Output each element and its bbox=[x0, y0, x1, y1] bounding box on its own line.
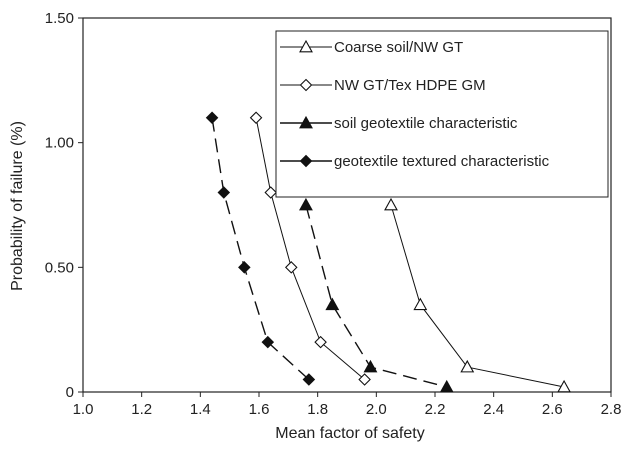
x-tick-label: 2.0 bbox=[366, 401, 387, 418]
legend-label: Coarse soil/NW GT bbox=[334, 39, 463, 56]
x-tick-label: 1.4 bbox=[190, 401, 211, 418]
y-tick-label: 0.50 bbox=[45, 259, 74, 276]
x-tick-label: 2.6 bbox=[542, 401, 563, 418]
series-3 bbox=[298, 197, 454, 393]
x-tick-label: 2.8 bbox=[601, 401, 622, 418]
series-line bbox=[305, 204, 447, 388]
triangle-marker bbox=[384, 197, 398, 211]
series-1 bbox=[384, 197, 572, 393]
diamond-marker bbox=[314, 335, 327, 349]
legend-label: NW GT/Tex HDPE GM bbox=[334, 77, 486, 94]
series-4 bbox=[205, 111, 316, 386]
triangle-marker bbox=[460, 359, 475, 373]
legend-entry: Coarse soil/NW GT bbox=[280, 39, 463, 56]
diamond-marker bbox=[205, 111, 219, 125]
legend-entry: soil geotextile characteristic bbox=[280, 115, 518, 132]
diamond-marker bbox=[261, 335, 275, 349]
triangle-marker bbox=[557, 379, 572, 393]
legend: Coarse soil/NW GT NW GT/Tex HDPE GM soil g… bbox=[275, 30, 609, 198]
series-group bbox=[205, 111, 572, 393]
x-tick-label: 1.0 bbox=[73, 401, 94, 418]
x-tick-label: 2.2 bbox=[425, 401, 446, 418]
y-tick-label: 1.50 bbox=[45, 10, 74, 27]
diamond-marker bbox=[358, 373, 371, 386]
x-tick-label: 1.8 bbox=[307, 401, 328, 418]
triangle-marker bbox=[413, 297, 428, 311]
plot-frame bbox=[82, 17, 612, 393]
y-tick-label: 0 bbox=[66, 384, 74, 401]
x-tick-label: 2.4 bbox=[483, 401, 504, 418]
series-2 bbox=[249, 111, 371, 386]
triangle-marker bbox=[325, 297, 340, 311]
diamond-marker bbox=[284, 261, 298, 274]
y-axis-label: Probability of failure (%) bbox=[9, 121, 26, 291]
diamond-marker bbox=[299, 78, 313, 92]
legend-entry: geotextile textured characteristic bbox=[280, 153, 550, 170]
diamond-marker bbox=[217, 186, 231, 199]
triangle-marker bbox=[298, 197, 313, 211]
diamond-marker bbox=[299, 154, 313, 168]
diamond-marker bbox=[249, 111, 263, 125]
triangle-marker bbox=[299, 115, 313, 129]
legend-label: soil geotextile characteristic bbox=[334, 115, 518, 132]
x-tick-label: 1.6 bbox=[249, 401, 270, 418]
diamond-marker bbox=[264, 186, 278, 199]
diamond-marker bbox=[238, 261, 251, 274]
triangle-marker bbox=[299, 39, 313, 53]
y-tick-label: 1.00 bbox=[45, 135, 74, 152]
legend-label: geotextile textured characteristic bbox=[334, 153, 550, 170]
x-axis-label: Mean factor of safety bbox=[275, 425, 424, 442]
legend-entry: NW GT/Tex HDPE GM bbox=[280, 77, 486, 94]
diamond-marker bbox=[302, 373, 316, 386]
triangle-marker bbox=[363, 359, 378, 373]
legend-box bbox=[275, 30, 609, 198]
series-line bbox=[390, 204, 565, 388]
x-tick-label: 1.2 bbox=[131, 401, 152, 418]
axes: 1.0 1.2 1.4 1.6 1.8 2.0 2.2 2.4 2.6 2.8 0 0.50 1.00 1… bbox=[45, 10, 622, 418]
triangle-marker bbox=[439, 379, 454, 393]
